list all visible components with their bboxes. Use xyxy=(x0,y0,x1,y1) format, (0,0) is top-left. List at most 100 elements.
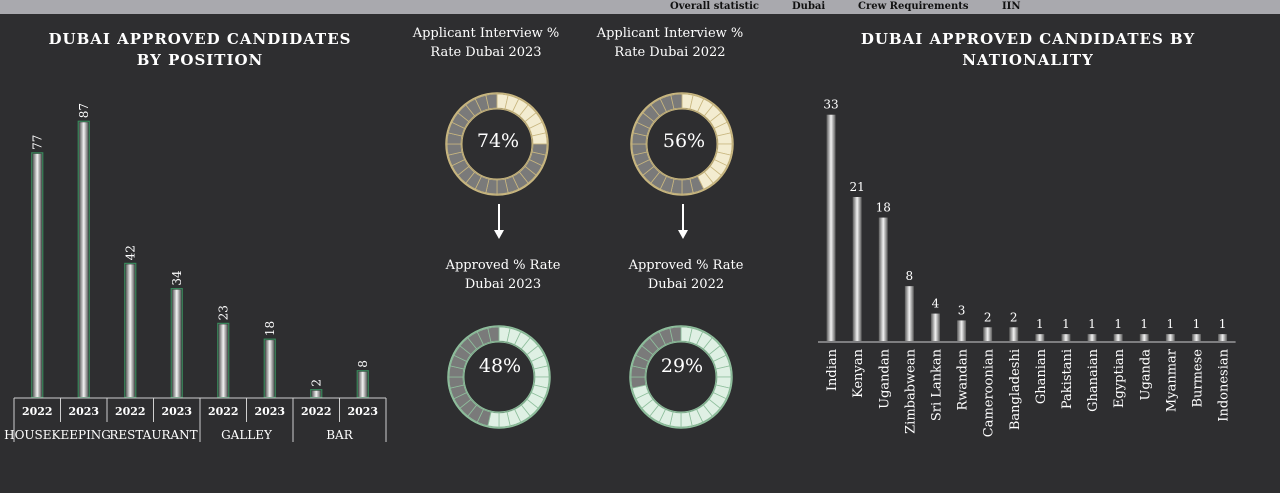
donut-outer-ring xyxy=(445,92,549,196)
position-bar-value: 23 xyxy=(216,305,230,320)
nationality-label: Uganda xyxy=(1138,349,1153,401)
donut-charts xyxy=(445,92,734,429)
position-bar-value: 18 xyxy=(263,321,277,336)
interview-2023-title: Applicant Interview % Rate Dubai 2023 xyxy=(396,24,576,62)
nationality-bar-value: 1 xyxy=(1219,317,1227,331)
down-arrow-icon xyxy=(494,204,504,239)
position-bar-value: 87 xyxy=(77,103,91,118)
donut-outer-ring xyxy=(630,92,734,196)
nationality-bar-value: 3 xyxy=(958,303,966,317)
position-group-label: BAR xyxy=(326,428,353,442)
position-bar xyxy=(311,390,321,397)
donut-segment-filled xyxy=(485,93,498,110)
position-year-label: 2023 xyxy=(161,405,192,418)
donut-outer-ring xyxy=(447,325,551,429)
interview-2023-value: 74% xyxy=(476,130,520,152)
nationality-bar xyxy=(852,197,862,341)
nationality-bar-value: 8 xyxy=(906,269,914,283)
top-nav-bar: Overall statistic Dubai Crew Requirement… xyxy=(0,0,1280,14)
approved-2022-title: Approved % Rate Dubai 2022 xyxy=(596,256,776,294)
interview-2022-title-line1: Applicant Interview % xyxy=(596,26,744,41)
nationality-label: Rwandan xyxy=(956,348,971,410)
position-bar xyxy=(218,324,228,397)
interview-2023-title-line1: Applicant Interview % xyxy=(412,26,560,41)
donut-segment-filled xyxy=(487,326,500,343)
nationality-label: Bangladeshi xyxy=(1008,349,1023,430)
nationality-bar-value: 1 xyxy=(1193,317,1201,331)
position-group-label: GALLEY xyxy=(221,428,273,442)
nationality-bar-value: 21 xyxy=(850,180,865,194)
nationality-bar-value: 2 xyxy=(984,310,992,324)
nationality-label: Indonesian xyxy=(1217,348,1232,421)
nationality-chart-title: DUBAI APPROVED CANDIDATES BY NATIONALITY xyxy=(828,29,1228,71)
nationality-bar xyxy=(904,286,914,341)
nav-iin[interactable]: IIN xyxy=(1002,1,1021,12)
position-bar-value: 2 xyxy=(309,379,323,387)
position-year-label: 2022 xyxy=(22,405,53,418)
interview-2023-title-line2: Rate Dubai 2023 xyxy=(430,45,542,60)
position-year-label: 2022 xyxy=(301,405,332,418)
nationality-bar-value: 18 xyxy=(876,201,891,215)
position-year-label: 2023 xyxy=(347,405,378,418)
nav-crew-requirements[interactable]: Crew Requirements xyxy=(858,1,969,12)
nationality-label: Burmese xyxy=(1190,349,1205,408)
approved-2022-value: 29% xyxy=(660,355,704,377)
donut-ring xyxy=(447,325,551,429)
nationality-bar xyxy=(1218,334,1228,341)
position-year-label: 2023 xyxy=(254,405,285,418)
position-year-label: 2023 xyxy=(68,405,99,418)
nationality-bar xyxy=(1113,334,1123,341)
donut-inner-ring xyxy=(645,341,717,413)
donut-inner-ring xyxy=(463,341,535,413)
position-bar-value: 42 xyxy=(123,245,137,260)
nationality-label: Zimbabwean xyxy=(903,348,918,433)
position-chart-title: DUBAI APPROVED CANDIDATES BY POSITION xyxy=(20,29,380,71)
position-bar xyxy=(265,340,275,397)
position-bar xyxy=(32,153,42,397)
nationality-label: Egyptian xyxy=(1112,348,1127,408)
interview-2022-value: 56% xyxy=(662,130,706,152)
position-bar xyxy=(79,122,89,398)
position-year-label: 2022 xyxy=(115,405,146,418)
nav-dubai[interactable]: Dubai xyxy=(792,1,826,12)
interview-2022-title-line2: Rate Dubai 2022 xyxy=(614,45,726,60)
nationality-bar xyxy=(826,114,836,341)
nav-overall-statistic[interactable]: Overall statistic xyxy=(670,1,759,12)
down-arrow-icon xyxy=(678,204,688,239)
position-group-label: HOUSEKEEPING xyxy=(4,428,111,442)
nationality-label: Indian xyxy=(825,348,840,391)
nationality-bar-value: 33 xyxy=(823,98,838,112)
position-year-label: 2022 xyxy=(208,405,239,418)
approved-2023-title-line2: Dubai 2023 xyxy=(464,277,542,292)
donut-ring xyxy=(630,92,734,196)
nationality-label: Kenyan xyxy=(851,348,866,398)
nationality-bar-value: 1 xyxy=(1167,317,1175,331)
nationality-bar-value: 1 xyxy=(1062,317,1070,331)
nationality-label: Sri Lankan xyxy=(929,348,944,421)
position-bar-chart: 77 87 42 34 23 18 2 8 2022 2023 2022 2023 2022 2023 20… xyxy=(4,103,387,442)
nationality-bar xyxy=(1165,334,1175,341)
nationality-label: Ghanaian xyxy=(1086,348,1101,412)
nationality-bar-value: 4 xyxy=(932,297,940,311)
donut-ring xyxy=(629,325,733,429)
nationality-label: Ghanian xyxy=(1034,348,1049,404)
nationality-bar-value: 2 xyxy=(1010,310,1018,324)
nationality-bar xyxy=(1139,334,1149,341)
nationality-bar xyxy=(1061,334,1071,341)
nationality-bar-value: 1 xyxy=(1036,317,1044,331)
donut-ring xyxy=(445,92,549,196)
nationality-chart-title-line1: DUBAI APPROVED CANDIDATES BY xyxy=(860,30,1196,48)
approved-2023-title: Approved % Rate Dubai 2023 xyxy=(413,256,593,294)
position-bar-value: 8 xyxy=(356,360,370,368)
position-bar-value: 77 xyxy=(30,135,44,150)
approved-2022-title-line1: Approved % Rate xyxy=(628,258,744,273)
donut-segment-filled xyxy=(669,326,682,343)
position-bar-value: 34 xyxy=(170,270,184,286)
position-bar xyxy=(125,264,135,397)
nationality-bar-value: 1 xyxy=(1088,317,1096,331)
nationality-label: Ugandan xyxy=(877,348,892,408)
nationality-bar xyxy=(1087,334,1097,341)
approved-2023-title-line1: Approved % Rate xyxy=(445,258,561,273)
nationality-bar xyxy=(1191,334,1201,341)
